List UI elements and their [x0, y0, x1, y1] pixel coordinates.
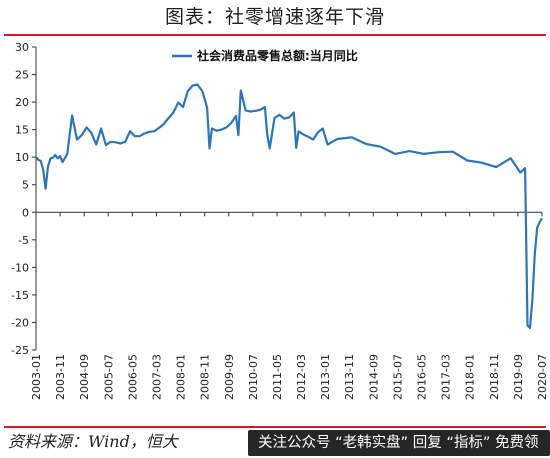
y-tick-label: -25 — [11, 344, 29, 357]
x-tick-label: 2019-09 — [512, 354, 525, 400]
x-tick-label: 2013-01 — [319, 354, 332, 400]
x-tick-label: 2014-09 — [367, 354, 380, 400]
title-divider — [4, 34, 546, 36]
x-tick-label: 2016-05 — [416, 354, 429, 400]
x-tick-label: 2007-03 — [150, 354, 163, 400]
y-tick-label: -20 — [11, 316, 29, 329]
x-tick-label: 2008-01 — [175, 354, 188, 400]
x-tick-label: 2009-09 — [223, 354, 236, 400]
y-tick-label: 30 — [15, 41, 29, 54]
y-tick-label: 15 — [15, 124, 29, 137]
legend-label: 社会消费品零售总额:当月同比 — [196, 48, 358, 63]
x-tick-label: 2012-03 — [295, 354, 308, 400]
x-tick-label: 2013-11 — [343, 354, 356, 400]
series-line-0 — [35, 83, 543, 330]
watermark-text: 关注公众号 “老韩实盘” 回复 “指标” 免费领 — [258, 435, 539, 451]
x-tick-label: 2004-09 — [78, 354, 91, 400]
x-tick-label: 2018-11 — [488, 354, 501, 400]
x-tick-label: 2017-03 — [440, 354, 453, 400]
source-divider — [4, 426, 546, 428]
watermark-banner: 关注公众号 “老韩实盘” 回复 “指标” 免费领 — [248, 430, 550, 456]
y-tick-label: -5 — [18, 234, 29, 247]
x-tick-label: 2003-11 — [54, 354, 67, 400]
legend: 社会消费品零售总额:当月同比 — [172, 48, 358, 63]
x-tick-label: 2003-01 — [30, 354, 43, 400]
x-tick-label: 2008-11 — [199, 354, 212, 400]
y-tick-label: -10 — [11, 261, 29, 274]
source-note: 资料来源：Wind，恒大 — [8, 432, 178, 451]
chart-title: 图表：社零增速逐年下滑 — [164, 6, 385, 28]
x-tick-label: 2015-07 — [391, 354, 404, 400]
x-tick-label: 2011-05 — [271, 354, 284, 400]
y-tick-label: 0 — [22, 206, 29, 219]
y-axis-tick-labels: 30 25 20 15 10 5 0 -5 -10 -15 -20 -25 — [11, 41, 29, 357]
x-axis-tick-labels: 2003-01 2003-11 2004-09 2005-07 2006-05 2007-… — [30, 354, 549, 400]
y-tick-label: -15 — [11, 289, 29, 302]
x-tick-label: 2006-05 — [126, 354, 139, 400]
y-tick-label: 10 — [15, 151, 29, 164]
y-tick-label: 20 — [15, 96, 29, 109]
x-tick-label: 2018-01 — [464, 354, 477, 400]
x-tick-label: 2020-07 — [536, 354, 549, 400]
x-tick-label: 2005-07 — [102, 354, 115, 400]
chart-axes — [32, 46, 543, 351]
series-layer — [35, 83, 543, 330]
y-tick-label: 5 — [22, 179, 29, 192]
x-tick-label: 2010-07 — [247, 354, 260, 400]
line-chart: 30 25 20 15 10 5 0 -5 -10 -15 -20 -25 2003-01 2003-1… — [11, 41, 549, 400]
y-tick-label: 25 — [15, 69, 29, 82]
